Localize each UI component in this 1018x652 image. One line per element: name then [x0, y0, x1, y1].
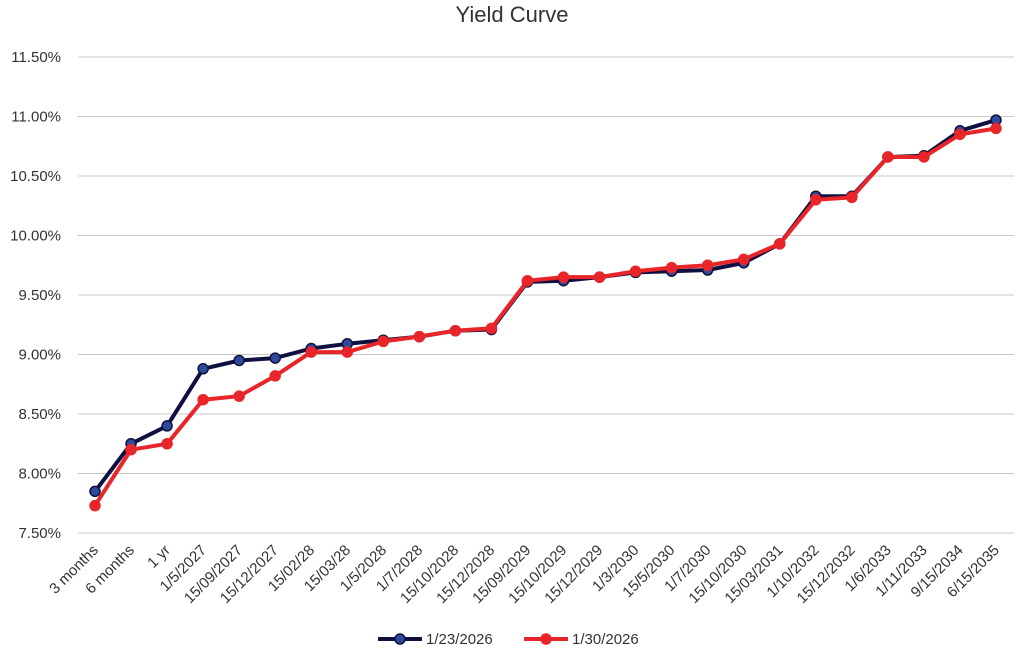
x-tick-label: 1 yr — [144, 542, 174, 572]
series-line — [93, 126, 997, 507]
data-point — [918, 151, 930, 163]
data-point — [954, 128, 966, 141]
y-tick-label: 7.50% — [18, 525, 61, 542]
legend-item: 1/30/2026 — [524, 631, 639, 648]
data-point — [593, 271, 606, 283]
data-point — [89, 499, 101, 512]
y-tick-label: 10.50% — [10, 168, 61, 185]
y-tick-label: 8.50% — [18, 406, 61, 423]
data-point — [846, 191, 858, 204]
data-point — [125, 443, 137, 456]
chart-title: Yield Curve — [456, 2, 569, 27]
data-point — [629, 265, 642, 277]
data-point — [521, 274, 534, 287]
y-axis-ticks: 7.50% 8.00% 8.50% 9.00% 9.50% 10.00% 10.50% 11.… — [10, 49, 61, 542]
series-lines — [89, 114, 1002, 512]
data-point — [810, 194, 822, 206]
data-point — [665, 261, 678, 274]
data-point — [233, 354, 245, 367]
data-point — [774, 238, 786, 250]
y-tick-label: 9.00% — [18, 347, 61, 364]
data-point — [89, 485, 101, 498]
data-point — [305, 346, 317, 358]
data-point — [485, 322, 498, 335]
legend-marker — [394, 633, 406, 645]
y-tick-label: 9.50% — [18, 287, 61, 304]
legend-item: 1/23/2026 — [378, 631, 493, 648]
legend-label: 1/30/2026 — [572, 631, 639, 648]
data-point — [161, 438, 173, 450]
legend-marker — [540, 633, 552, 645]
data-point — [413, 330, 426, 343]
y-tick-label: 8.00% — [18, 466, 61, 483]
data-point — [269, 352, 281, 364]
legend: 1/23/2026 1/30/2026 — [378, 631, 639, 648]
y-tick-label: 11.50% — [11, 49, 61, 66]
data-point — [882, 151, 894, 163]
y-tick-label: 10.00% — [10, 228, 61, 245]
data-point — [449, 324, 462, 337]
data-point — [161, 420, 173, 432]
data-point — [197, 363, 209, 375]
data-point — [269, 370, 281, 382]
data-point — [197, 393, 209, 406]
gridlines — [78, 56, 1014, 534]
legend-label: 1/23/2026 — [426, 631, 493, 648]
series-1 — [89, 114, 1002, 498]
data-point — [233, 390, 245, 402]
y-tick-label: 11.00% — [11, 109, 61, 126]
data-point — [990, 122, 1002, 135]
data-point — [341, 346, 354, 358]
data-point — [701, 259, 714, 271]
data-point — [377, 335, 390, 348]
data-point — [737, 253, 750, 266]
series-2 — [89, 122, 1002, 512]
data-point — [557, 271, 570, 283]
